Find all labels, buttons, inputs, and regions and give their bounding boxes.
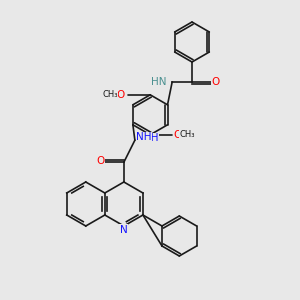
Text: NH: NH	[143, 133, 158, 143]
Text: O: O	[96, 156, 104, 166]
Text: O: O	[173, 130, 181, 140]
Text: CH₃: CH₃	[102, 90, 118, 99]
Text: NH: NH	[136, 132, 152, 142]
Text: HN: HN	[151, 77, 166, 87]
Text: CH₃: CH₃	[179, 130, 195, 139]
Text: O: O	[212, 77, 220, 87]
Text: O: O	[116, 90, 124, 100]
Text: N: N	[120, 225, 128, 235]
